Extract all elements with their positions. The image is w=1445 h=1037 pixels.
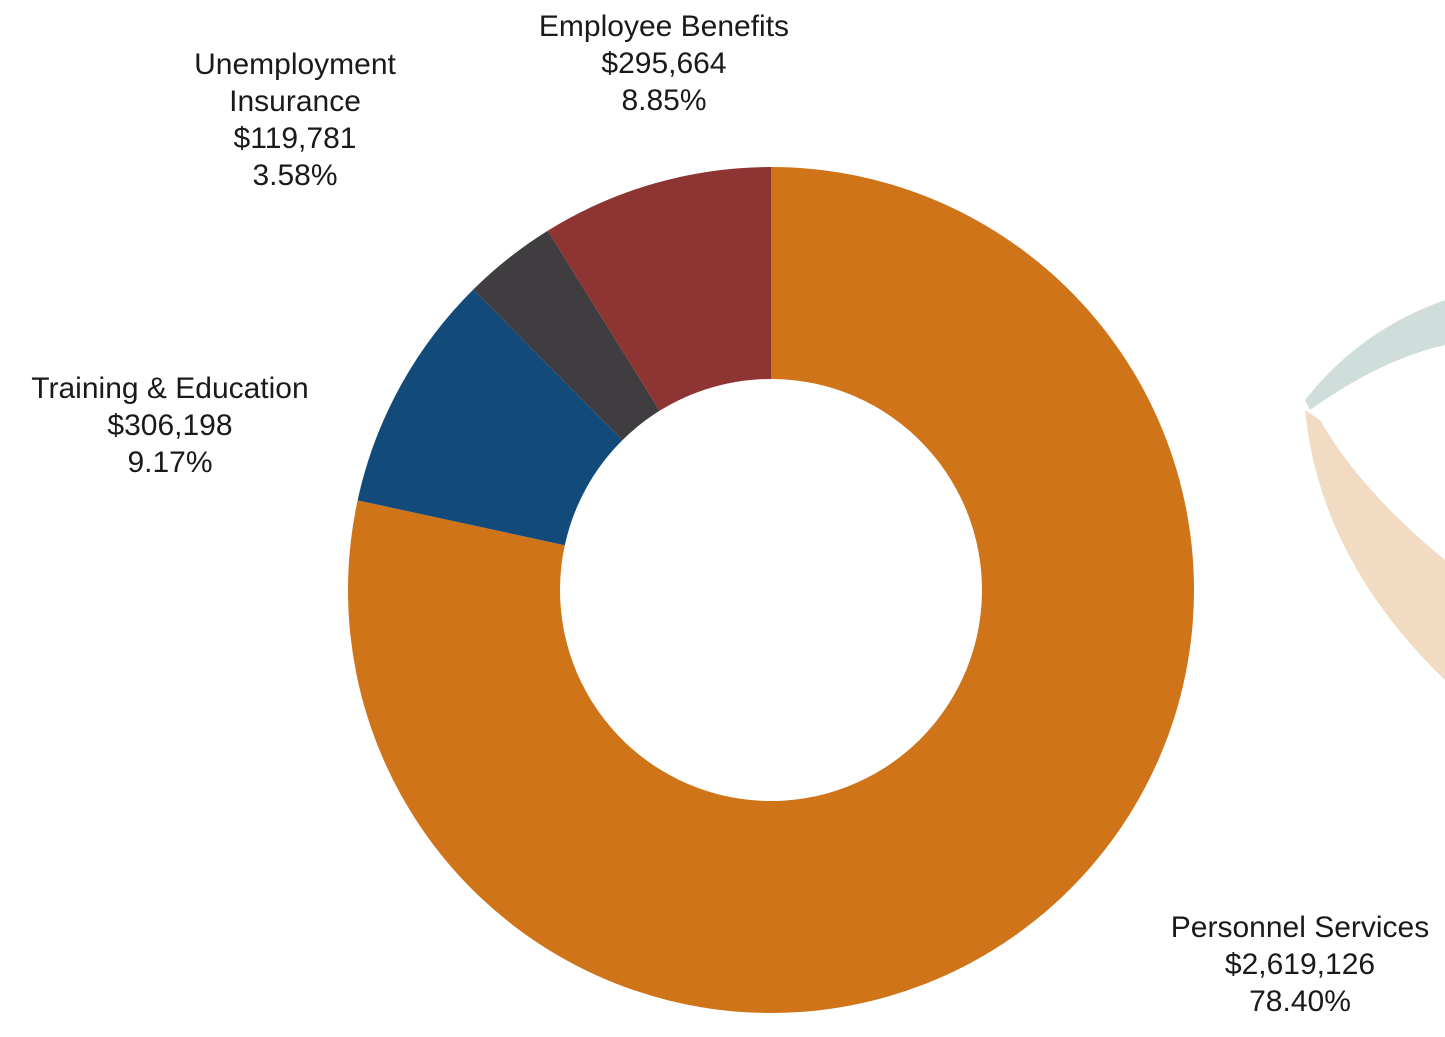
label-percent: 78.40% [1249,985,1351,1018]
label-amount: $119,781 [233,122,357,155]
label-employee-benefits: Employee Benefits $295,664 8.85% [514,8,814,119]
label-amount: $306,198 [107,409,233,442]
slice-personnel-services [348,167,1194,1013]
label-percent: 8.85% [621,84,707,117]
label-training-education: Training & Education $306,198 9.17% [10,370,330,481]
label-name: Employee Benefits [538,10,790,43]
label-personnel-services: Personnel Services $2,619,126 78.40% [1150,909,1445,1020]
slice-training-education [357,289,623,546]
label-percent: 9.17% [127,446,213,479]
swoosh-teal-band [1305,300,1445,410]
slice-unemployment-insurance [473,230,660,441]
swoosh-peach-band [1305,410,1445,680]
label-name: Training & Education [31,372,309,405]
label-percent: 3.58% [252,159,338,192]
label-unemployment-insurance: Unemployment Insurance $119,781 3.58% [165,46,425,194]
label-amount: $2,619,126 [1224,948,1376,981]
label-amount: $295,664 [601,47,727,80]
slice-employee-benefits [547,167,771,411]
label-name: Personnel Services [1170,911,1430,944]
label-name: Unemployment Insurance [194,48,396,118]
